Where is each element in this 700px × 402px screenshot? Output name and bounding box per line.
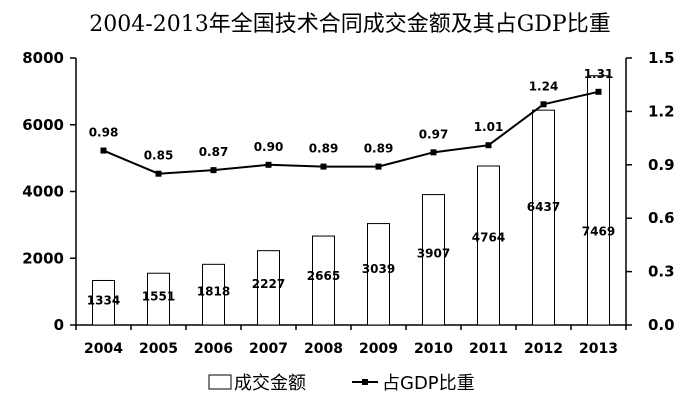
line-point bbox=[375, 163, 382, 170]
x-tick-label: 2007 bbox=[249, 341, 288, 357]
legend-bar-swatch bbox=[208, 374, 232, 390]
line-data-label: 0.89 bbox=[309, 142, 339, 156]
line-data-label: 0.90 bbox=[254, 140, 284, 154]
left-tick-label: 4000 bbox=[22, 183, 64, 201]
bar-data-label: 1334 bbox=[87, 294, 120, 308]
bar bbox=[92, 279, 115, 326]
right-tick-label: 1.5 bbox=[648, 49, 675, 67]
right-tick-label: 1.2 bbox=[648, 102, 675, 120]
legend-line-marker bbox=[362, 379, 368, 385]
x-tick-label: 2013 bbox=[579, 341, 618, 357]
line-point bbox=[595, 88, 602, 95]
bar-data-label: 6437 bbox=[527, 200, 560, 214]
left-tick-label: 2000 bbox=[22, 249, 64, 267]
line-point bbox=[485, 142, 492, 149]
bar bbox=[312, 235, 335, 326]
chart-title: 2004-2013年全国技术合同成交金额及其占GDP比重 bbox=[89, 12, 610, 37]
x-tick-label: 2005 bbox=[139, 341, 178, 357]
line-data-label: 0.85 bbox=[144, 149, 174, 163]
line-point bbox=[210, 167, 217, 174]
x-tick-label: 2004 bbox=[84, 341, 123, 357]
line-point bbox=[265, 161, 272, 168]
line-data-label: 0.98 bbox=[89, 126, 119, 140]
right-tick-label: 0.3 bbox=[648, 263, 675, 281]
bar-data-label: 3907 bbox=[417, 246, 450, 260]
legend-line-label: 占GDP比重 bbox=[382, 373, 475, 394]
bar-data-label: 4764 bbox=[472, 231, 505, 245]
legend: 成交金额 占GDP比重 bbox=[208, 373, 475, 394]
x-tick-label: 2006 bbox=[194, 341, 233, 357]
line-point bbox=[320, 163, 327, 170]
line-point bbox=[155, 170, 162, 177]
bar bbox=[202, 263, 225, 326]
bar-data-label: 2227 bbox=[252, 277, 285, 291]
left-tick-label: 8000 bbox=[22, 49, 64, 67]
bar bbox=[257, 250, 280, 326]
right-tick-label: 0.6 bbox=[648, 209, 675, 227]
bar bbox=[367, 223, 390, 326]
x-tick-label: 2008 bbox=[304, 341, 343, 357]
line-data-label: 0.89 bbox=[364, 142, 394, 156]
x-tick-label: 2012 bbox=[524, 341, 563, 357]
bar-data-label: 1818 bbox=[197, 285, 230, 299]
left-tick-label: 6000 bbox=[22, 116, 64, 134]
x-tick-label: 2009 bbox=[359, 341, 398, 357]
line-point bbox=[430, 149, 437, 156]
bar bbox=[587, 75, 610, 326]
line-point bbox=[540, 101, 547, 108]
legend-bar-label: 成交金额 bbox=[234, 373, 306, 394]
bar-data-label: 1551 bbox=[142, 290, 175, 304]
left-tick-label: 0 bbox=[54, 316, 64, 334]
line-data-label: 0.87 bbox=[199, 145, 229, 159]
bar bbox=[422, 194, 445, 326]
right-tick-label: 0.9 bbox=[648, 156, 675, 174]
bar-data-label: 3039 bbox=[362, 262, 395, 276]
line-data-label: 1.01 bbox=[474, 120, 504, 134]
line-data-label: 1.31 bbox=[584, 67, 614, 81]
line-point bbox=[100, 147, 107, 154]
line-data-label: 0.97 bbox=[419, 127, 449, 141]
series-line bbox=[103, 90, 599, 175]
bar-data-label: 7469 bbox=[582, 225, 615, 239]
line-data-label: 1.24 bbox=[529, 79, 559, 93]
x-tick-label: 2011 bbox=[469, 341, 508, 357]
bar-data-label: 2665 bbox=[307, 269, 340, 283]
plot-area: 0 2000 4000 6000 8000 0.0 0.3 0.6 0.9 1.2 1.5 2004 2… bbox=[22, 49, 674, 357]
right-tick-label: 0.0 bbox=[648, 316, 675, 334]
bar bbox=[147, 272, 170, 326]
bar bbox=[532, 109, 555, 326]
bar bbox=[477, 165, 500, 326]
x-tick-label: 2010 bbox=[414, 341, 453, 357]
